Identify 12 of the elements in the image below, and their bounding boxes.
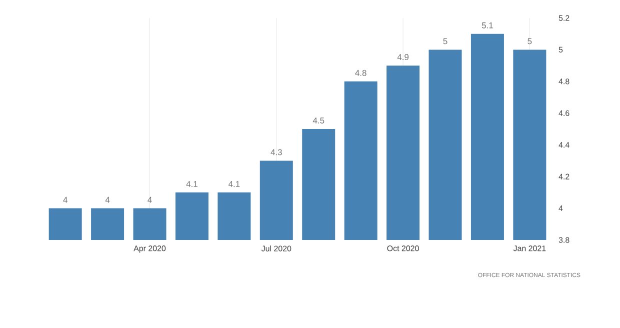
data-label: 4.5 <box>312 118 324 124</box>
data-label: 4 <box>63 196 68 203</box>
data-label: 4.3 <box>270 149 282 156</box>
data-label: 4.1 <box>186 181 198 187</box>
data-label: 4.1 <box>228 181 240 187</box>
data-label: 4.9 <box>397 54 409 60</box>
data-label: 4 <box>105 196 110 203</box>
data-label: 5.1 <box>482 22 493 28</box>
data-label: 4.8 <box>355 70 366 76</box>
data-label: 5 <box>443 38 448 44</box>
data-label: 5 <box>528 38 532 44</box>
data-label: 4 <box>148 196 152 203</box>
